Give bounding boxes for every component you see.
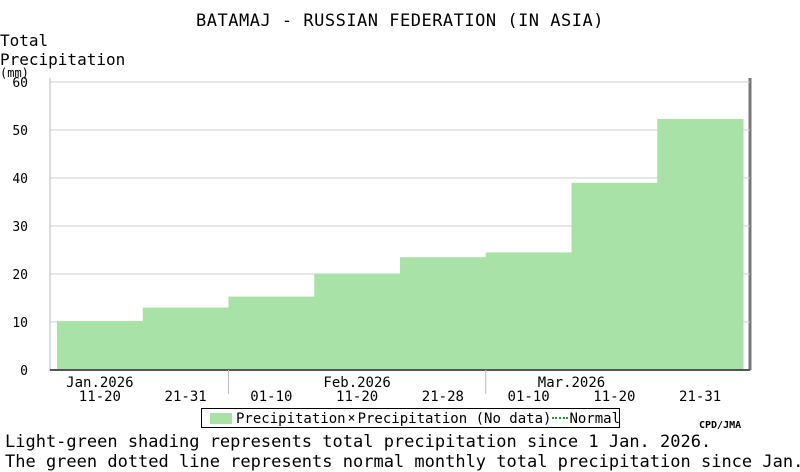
y-tick-label-60: 60 xyxy=(12,76,28,91)
precip-bar-7 xyxy=(657,118,744,371)
legend-nodata-marker: × xyxy=(347,411,356,426)
precip-bar-4 xyxy=(400,257,487,370)
chart-title: BATAMAJ - RUSSIAN FEDERATION (IN ASIA) xyxy=(196,11,604,31)
x-tick-label-3: 11-20 xyxy=(336,389,378,405)
precip-bar-6 xyxy=(571,182,658,370)
footnote-2: The green dotted line represents normal … xyxy=(5,452,800,472)
footnote-1: Light-green shading represents total pre… xyxy=(5,432,712,452)
x-tick-label-2: 01-10 xyxy=(250,389,292,405)
y-tick-label-50: 50 xyxy=(12,124,28,139)
credit-label: CPD/JMA xyxy=(699,420,742,431)
y-axis-unit: (mm) xyxy=(0,66,29,80)
legend-precip-label: Precipitation xyxy=(236,411,346,427)
footnotes: Light-green shading represents total pre… xyxy=(5,432,800,472)
x-tick-label-1: 21-31 xyxy=(165,389,207,405)
legend: Precipitation × Precipitation (No data) Nor… xyxy=(201,408,620,428)
y-axis-label-line1: Total xyxy=(0,31,49,50)
y-tick-label-10: 10 xyxy=(12,316,28,331)
month-label-1: Feb.2026 xyxy=(323,375,390,391)
legend-normal-label: Normal xyxy=(569,411,621,427)
x-tick-label-7: 21-31 xyxy=(679,389,721,405)
y-tick-label-30: 30 xyxy=(12,220,28,235)
precip-bar-0 xyxy=(57,321,144,370)
precip-bar-5 xyxy=(485,252,572,370)
legend-normal-line xyxy=(552,417,569,419)
y-axis-label-line2: Precipitation xyxy=(0,50,126,69)
month-label-2: Mar.2026 xyxy=(538,375,605,391)
legend-precip-swatch xyxy=(210,413,232,424)
precipitation-chart: 0 10 20 30 40 50 60 11-20 21-31 01-10 11-20 21-28 01… xyxy=(12,76,752,405)
y-tick-label-0: 0 xyxy=(20,364,28,379)
x-tick-label-6: 11-20 xyxy=(593,389,635,405)
precip-bar-2 xyxy=(228,296,315,370)
legend-nodata-label: Precipitation (No data) xyxy=(357,411,552,427)
y-tick-label-20: 20 xyxy=(12,268,28,283)
x-tick-label-0: 11-20 xyxy=(79,389,121,405)
precip-bar-1 xyxy=(142,307,229,370)
x-tick-label-5: 01-10 xyxy=(508,389,550,405)
y-axis-label: Total Precipitation (mm) xyxy=(0,31,160,79)
precip-bar-3 xyxy=(314,273,401,370)
month-label-0: Jan.2026 xyxy=(66,375,133,391)
x-tick-label-4: 21-28 xyxy=(422,389,464,405)
y-tick-label-40: 40 xyxy=(12,172,28,187)
